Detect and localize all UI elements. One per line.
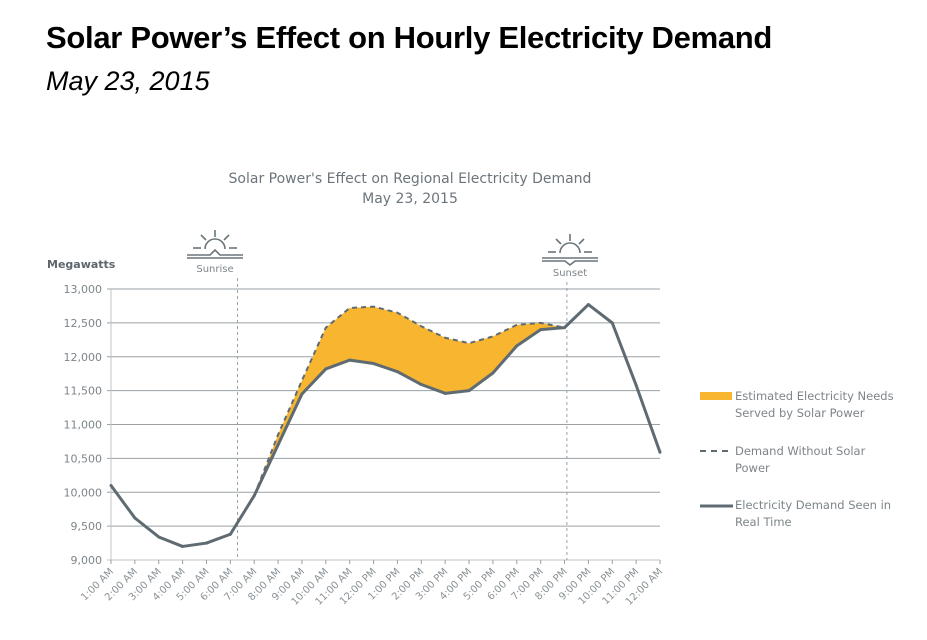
x-tick-labels: 1:00 AM2:00 AM3:00 AM4:00 AM5:00 AM6:00 … bbox=[79, 566, 665, 607]
real-time-point bbox=[539, 328, 543, 332]
real-time-point bbox=[252, 494, 256, 498]
y-tick-label: 11,000 bbox=[64, 419, 103, 432]
y-tick-label: 12,000 bbox=[64, 351, 103, 364]
real-time-point bbox=[348, 358, 352, 362]
real-time-point bbox=[157, 535, 161, 539]
real-time-point bbox=[133, 516, 137, 520]
real-time-point bbox=[109, 483, 113, 487]
y-tick-labels: 9,000 9,500 10,000 10,500 11,000 11,500 12,000… bbox=[64, 283, 103, 567]
real-time-demand-line bbox=[109, 303, 662, 548]
x-ticks bbox=[110, 560, 661, 564]
y-axis-title: Megawatts bbox=[47, 258, 116, 271]
real-time-point bbox=[419, 383, 423, 387]
y-tick-label: 10,500 bbox=[64, 452, 103, 465]
real-time-point bbox=[372, 362, 376, 366]
y-tick-label: 13,000 bbox=[64, 283, 103, 296]
real-time-point bbox=[467, 389, 471, 393]
real-time-point bbox=[563, 326, 567, 330]
real-time-point bbox=[395, 370, 399, 374]
legend-label-solar-2: Served by Solar Power bbox=[735, 406, 865, 420]
sunrise-label: Sunrise bbox=[196, 264, 233, 275]
real-time-point bbox=[634, 383, 638, 387]
real-time-point bbox=[586, 303, 590, 307]
demand-without-solar-line bbox=[253, 305, 565, 497]
sunset-label: Sunset bbox=[553, 268, 587, 279]
real-time-point bbox=[181, 544, 185, 548]
real-time-point bbox=[443, 391, 447, 395]
solar-fill-area bbox=[254, 306, 565, 496]
y-tick-label: 9,000 bbox=[71, 554, 103, 567]
series-layer bbox=[109, 303, 662, 548]
real-time-point bbox=[228, 532, 232, 536]
real-time-point bbox=[300, 392, 304, 396]
y-tick-label: 11,500 bbox=[64, 385, 103, 398]
sunset-icon bbox=[542, 234, 598, 267]
legend-label-dashed-1: Demand Without Solar bbox=[735, 444, 866, 458]
page-subtitle: May 23, 2015 bbox=[46, 66, 210, 96]
y-tick-label: 12,500 bbox=[64, 317, 103, 330]
y-tick-label: 9,500 bbox=[71, 520, 103, 533]
chart-title: Solar Power's Effect on Regional Electri… bbox=[229, 171, 592, 187]
real-time-point bbox=[324, 367, 328, 371]
real-time-point bbox=[658, 450, 662, 454]
sun-markers bbox=[237, 278, 568, 560]
real-time-point bbox=[204, 541, 208, 545]
legend-label-dashed-2: Power bbox=[735, 461, 770, 475]
real-time-point bbox=[515, 344, 519, 348]
real-time-point bbox=[610, 321, 614, 325]
real-time-point bbox=[276, 443, 280, 447]
sunrise-icon bbox=[187, 230, 243, 259]
legend-swatch-solar-fill bbox=[700, 392, 732, 400]
legend-label-solid-1: Electricity Demand Seen in bbox=[735, 498, 891, 512]
legend-label-solar-1: Estimated Electricity Needs bbox=[735, 389, 894, 403]
legend: Estimated Electricity Needs Served by So… bbox=[700, 389, 894, 529]
y-tick-label: 10,000 bbox=[64, 486, 103, 499]
page-title: Solar Power’s Effect on Hourly Electrici… bbox=[46, 20, 773, 55]
legend-label-solid-2: Real Time bbox=[735, 515, 792, 529]
real-time-point bbox=[491, 371, 495, 375]
chart-subtitle: May 23, 2015 bbox=[362, 191, 458, 207]
